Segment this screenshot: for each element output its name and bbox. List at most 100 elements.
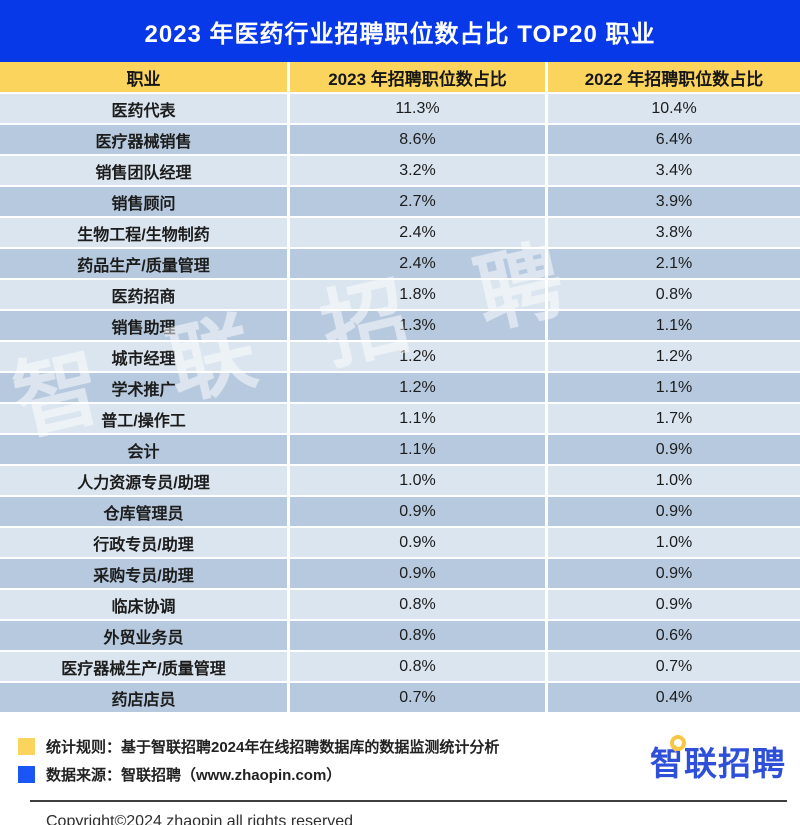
share-2023-cell: 1.0%	[287, 466, 545, 495]
table-row: 销售助理 1.3% 1.1%	[0, 311, 800, 342]
table-row: 生物工程/生物制药 2.4% 3.8%	[0, 218, 800, 249]
table-row: 学术推广 1.2% 1.1%	[0, 373, 800, 404]
share-2022-cell: 6.4%	[545, 125, 800, 154]
job-name-cell: 医疗器械生产/质量管理	[61, 660, 226, 678]
share-2023-cell: 0.8%	[287, 621, 545, 650]
share-2022-cell: 0.9%	[545, 559, 800, 588]
job-name-cell: 仓库管理员	[103, 505, 184, 523]
logo-text: 智联招聘	[650, 744, 786, 782]
job-name-cell: 城市经理	[111, 350, 176, 368]
title-banner: 2023 年医药行业招聘职位数占比 TOP20 职业	[0, 0, 800, 62]
table-row: 城市经理 1.2% 1.2%	[0, 342, 800, 373]
share-2023-cell: 1.2%	[287, 342, 545, 371]
share-2022-cell: 1.7%	[545, 404, 800, 433]
footer: 统计规则：基于智联招聘2024年在线招聘数据库的数据监测统计分析 数据来源：智联…	[18, 734, 790, 785]
share-2023-cell: 2.4%	[287, 218, 545, 247]
yellow-swatch-icon	[18, 738, 35, 755]
job-name-cell: 行政专员/助理	[93, 536, 194, 554]
share-2023-cell: 0.9%	[287, 497, 545, 526]
share-2022-cell: 10.4%	[545, 94, 800, 123]
job-name-cell: 医疗器械销售	[95, 133, 192, 151]
table-row: 人力资源专员/助理 1.0% 1.0%	[0, 466, 800, 497]
legend-item-rules: 统计规则：基于智联招聘2024年在线招聘数据库的数据监测统计分析	[18, 736, 499, 757]
share-2022-cell: 0.6%	[545, 621, 800, 650]
table-row: 医药招商 1.8% 0.8%	[0, 280, 800, 311]
share-2023-cell: 3.2%	[287, 156, 545, 185]
share-2023-cell: 0.8%	[287, 590, 545, 619]
share-2022-cell: 1.1%	[545, 373, 800, 402]
job-name-cell: 采购专员/助理	[93, 567, 194, 585]
legend: 统计规则：基于智联招聘2024年在线招聘数据库的数据监测统计分析 数据来源：智联…	[18, 736, 499, 785]
share-2022-cell: 0.9%	[545, 590, 800, 619]
jobs-table: 职业 2023 年招聘职位数占比 2022 年招聘职位数占比 医药代表 11.3…	[0, 62, 800, 714]
table-header-row: 职业 2023 年招聘职位数占比 2022 年招聘职位数占比	[0, 62, 800, 94]
job-name-cell: 药品生产/质量管理	[77, 257, 210, 275]
share-2022-cell: 0.9%	[545, 435, 800, 464]
zhaopin-logo: 智联招聘	[650, 734, 786, 785]
share-2022-cell: 1.2%	[545, 342, 800, 371]
table-row: 外贸业务员 0.8% 0.6%	[0, 621, 800, 652]
footer-divider	[30, 800, 787, 802]
share-2022-cell: 0.8%	[545, 280, 800, 309]
share-2022-cell: 3.4%	[545, 156, 800, 185]
table-row: 医疗器械销售 8.6% 6.4%	[0, 125, 800, 156]
column-header-2022: 2022 年招聘职位数占比	[545, 62, 800, 92]
share-2023-cell: 8.6%	[287, 125, 545, 154]
share-2023-cell: 1.1%	[287, 404, 545, 433]
logo-bubble-icon	[670, 734, 686, 751]
job-name-cell: 医药代表	[111, 102, 176, 120]
job-name-cell: 普工/操作工	[101, 412, 186, 430]
share-2023-cell: 1.3%	[287, 311, 545, 340]
table-row: 药店店员 0.7% 0.4%	[0, 683, 800, 714]
share-2022-cell: 2.1%	[545, 249, 800, 278]
copyright-text: Copyright©2024 zhaopin all rights reserv…	[46, 813, 354, 825]
share-2023-cell: 1.8%	[287, 280, 545, 309]
share-2023-cell: 1.2%	[287, 373, 545, 402]
job-name-cell: 销售团队经理	[95, 164, 192, 182]
legend-source-text: 数据来源：智联招聘（www.zhaopin.com）	[46, 767, 342, 784]
share-2022-cell: 1.1%	[545, 311, 800, 340]
table-row: 仓库管理员 0.9% 0.9%	[0, 497, 800, 528]
share-2023-cell: 0.9%	[287, 528, 545, 557]
share-2022-cell: 0.9%	[545, 497, 800, 526]
job-name-cell: 药店店员	[111, 691, 176, 709]
column-header-2023: 2023 年招聘职位数占比	[287, 62, 545, 92]
table-row: 普工/操作工 1.1% 1.7%	[0, 404, 800, 435]
table-row: 会计 1.1% 0.9%	[0, 435, 800, 466]
table-row: 行政专员/助理 0.9% 1.0%	[0, 528, 800, 559]
share-2023-cell: 0.7%	[287, 683, 545, 712]
share-2022-cell: 0.7%	[545, 652, 800, 681]
column-header-job: 职业	[126, 69, 161, 89]
share-2023-cell: 1.1%	[287, 435, 545, 464]
share-2022-cell: 3.9%	[545, 187, 800, 216]
share-2023-cell: 11.3%	[287, 94, 545, 123]
share-2023-cell: 2.7%	[287, 187, 545, 216]
table-body: 医药代表 11.3% 10.4% 医疗器械销售 8.6% 6.4% 销售团队经理…	[0, 94, 800, 714]
table-row: 销售团队经理 3.2% 3.4%	[0, 156, 800, 187]
legend-rules-text: 统计规则：基于智联招聘2024年在线招聘数据库的数据监测统计分析	[46, 739, 500, 756]
blue-swatch-icon	[18, 766, 35, 783]
share-2023-cell: 0.8%	[287, 652, 545, 681]
job-name-cell: 销售顾问	[111, 195, 176, 213]
share-2022-cell: 1.0%	[545, 528, 800, 557]
page-title: 2023 年医药行业招聘职位数占比 TOP20 职业	[144, 20, 656, 48]
table-row: 药品生产/质量管理 2.4% 2.1%	[0, 249, 800, 280]
legend-item-source: 数据来源：智联招聘（www.zhaopin.com）	[18, 764, 499, 785]
job-name-cell: 医药招商	[111, 288, 176, 306]
table-row: 销售顾问 2.7% 3.9%	[0, 187, 800, 218]
table-row: 采购专员/助理 0.9% 0.9%	[0, 559, 800, 590]
share-2022-cell: 0.4%	[545, 683, 800, 712]
share-2022-cell: 1.0%	[545, 466, 800, 495]
job-name-cell: 临床协调	[111, 598, 176, 616]
job-name-cell: 销售助理	[111, 319, 176, 337]
share-2023-cell: 0.9%	[287, 559, 545, 588]
job-name-cell: 生物工程/生物制药	[77, 226, 210, 244]
job-name-cell: 外贸业务员	[103, 629, 184, 647]
table-row: 临床协调 0.8% 0.9%	[0, 590, 800, 621]
table-row: 医疗器械生产/质量管理 0.8% 0.7%	[0, 652, 800, 683]
job-name-cell: 人力资源专员/助理	[77, 474, 210, 492]
job-name-cell: 学术推广	[111, 381, 176, 399]
job-name-cell: 会计	[127, 443, 160, 461]
table-row: 医药代表 11.3% 10.4%	[0, 94, 800, 125]
